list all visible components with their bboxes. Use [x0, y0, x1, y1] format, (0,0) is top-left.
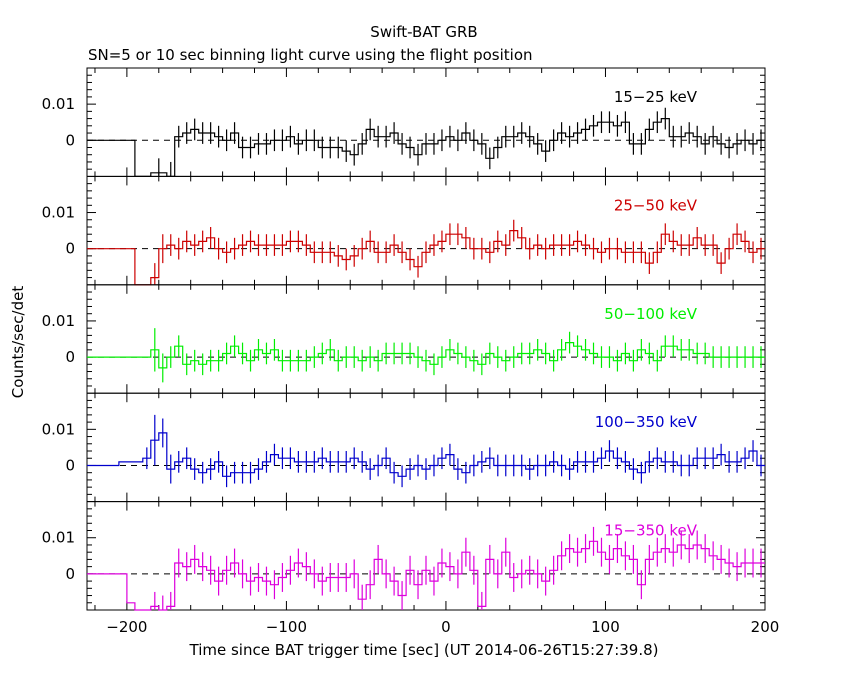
band-label: 15−25 keV	[614, 88, 698, 106]
x-tick-label: 0	[441, 618, 451, 636]
panel-frame	[86, 175, 766, 286]
y-tick-label: 0	[65, 565, 75, 583]
series-step-line	[87, 540, 765, 611]
series-step-line	[87, 230, 765, 286]
panel-frame	[86, 67, 766, 177]
panel-frame	[86, 501, 766, 611]
chart-title: Swift-BAT GRB	[370, 23, 477, 41]
panel-4: 0.01 0 100−350 keV	[42, 392, 766, 503]
x-tick-label: −200	[106, 618, 147, 636]
panel-3: 0.01 0 50−100 keV	[42, 284, 766, 394]
y-tick-label: 0.01	[42, 529, 75, 547]
series-step-line	[87, 342, 765, 369]
panel-5: 0.01 0 15−350 keV	[42, 501, 766, 611]
band-label: 25−50 keV	[614, 196, 698, 214]
band-label: 15−350 keV	[604, 522, 697, 540]
panel-frame	[86, 392, 766, 503]
y-tick-label: 0.01	[42, 95, 75, 113]
band-label: 50−100 keV	[604, 305, 697, 323]
x-tick-label: 200	[751, 618, 780, 636]
series-step-line	[87, 118, 765, 177]
x-axis-label: Time since BAT trigger time [sec] (UT 20…	[189, 641, 659, 659]
panel-frame	[86, 284, 766, 394]
y-tick-label: 0.01	[42, 420, 75, 438]
y-tick-label: 0.01	[42, 312, 75, 330]
panels-group: 0.01 0 15−25 keV 0.01 0 25−50 keV 0.01 0 50−100 …	[42, 67, 780, 636]
y-tick-label: 0	[65, 240, 75, 258]
y-tick-label: 0.01	[42, 204, 75, 222]
panel-2: 0.01 0 25−50 keV	[42, 175, 766, 286]
band-label: 100−350 keV	[595, 413, 698, 431]
y-tick-label: 0	[65, 131, 75, 149]
y-axis-label: Counts/sec/det	[9, 286, 27, 399]
chart-subtitle: SN=5 or 10 sec binning light curve using…	[88, 46, 533, 64]
y-tick-label: 0	[65, 348, 75, 366]
panel-1: 0.01 0 15−25 keV	[42, 67, 766, 177]
x-tick-label: −100	[266, 618, 307, 636]
y-tick-label: 0	[65, 456, 75, 474]
x-tick-label: 100	[591, 618, 620, 636]
